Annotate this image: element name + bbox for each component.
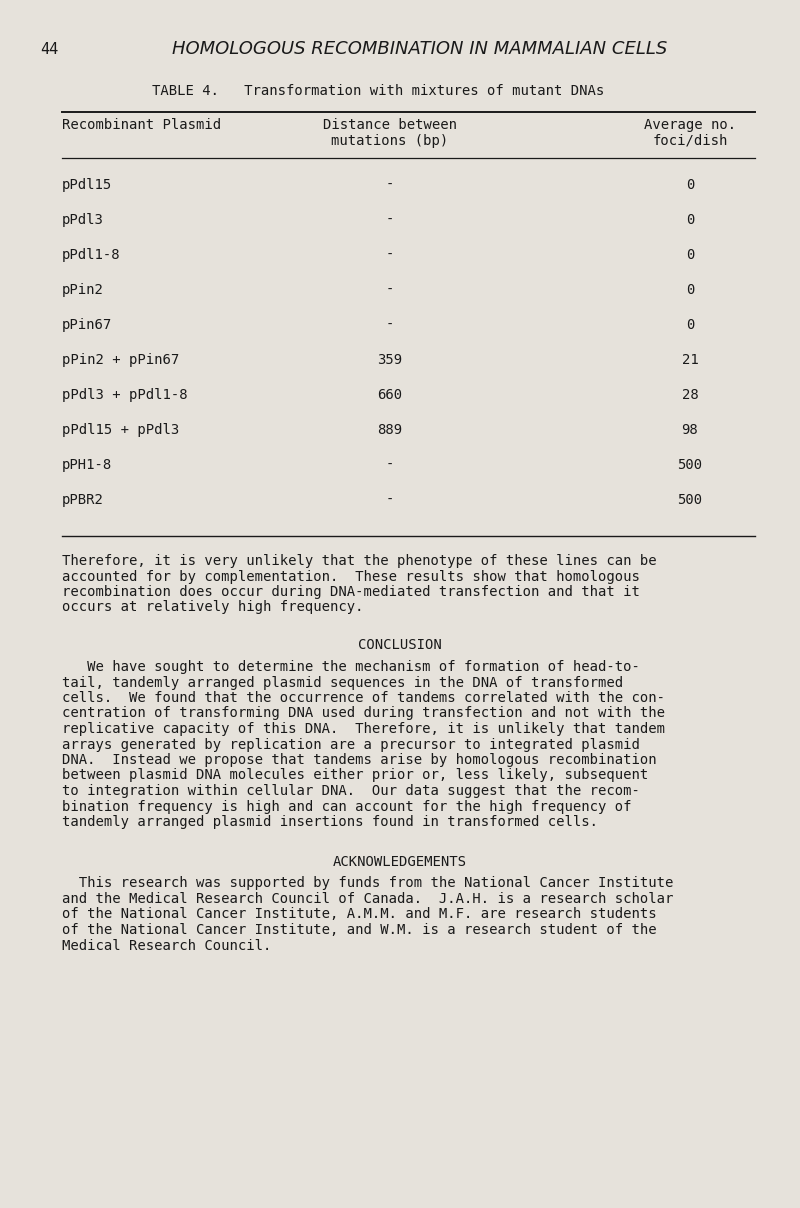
Text: pPin67: pPin67: [62, 318, 112, 332]
Text: -: -: [386, 458, 394, 472]
Text: to integration within cellular DNA.  Our data suggest that the recom-: to integration within cellular DNA. Our …: [62, 784, 640, 798]
Text: pPin2 + pPin67: pPin2 + pPin67: [62, 353, 179, 367]
Text: DNA.  Instead we propose that tandems arise by homologous recombination: DNA. Instead we propose that tandems ari…: [62, 753, 657, 767]
Text: This research was supported by funds from the National Cancer Institute: This research was supported by funds fro…: [62, 877, 674, 890]
Text: -: -: [386, 178, 394, 192]
Text: 500: 500: [678, 458, 702, 472]
Text: 98: 98: [682, 423, 698, 437]
Text: occurs at relatively high frequency.: occurs at relatively high frequency.: [62, 600, 363, 615]
Text: cells.  We found that the occurrence of tandems correlated with the con-: cells. We found that the occurrence of t…: [62, 691, 665, 705]
Text: of the National Cancer Institute, and W.M. is a research student of the: of the National Cancer Institute, and W.…: [62, 923, 657, 937]
Text: tail, tandemly arranged plasmid sequences in the DNA of transformed: tail, tandemly arranged plasmid sequence…: [62, 675, 623, 690]
Text: Distance between: Distance between: [323, 118, 457, 132]
Text: pPdl3: pPdl3: [62, 213, 104, 227]
Text: recombination does occur during DNA-mediated transfection and that it: recombination does occur during DNA-medi…: [62, 585, 640, 599]
Text: -: -: [386, 283, 394, 297]
Text: 660: 660: [378, 388, 402, 402]
Text: 359: 359: [378, 353, 402, 367]
Text: HOMOLOGOUS RECOMBINATION IN MAMMALIAN CELLS: HOMOLOGOUS RECOMBINATION IN MAMMALIAN CE…: [172, 40, 668, 58]
Text: of the National Cancer Institute, A.M.M. and M.F. are research students: of the National Cancer Institute, A.M.M.…: [62, 907, 657, 922]
Text: pPdl1-8: pPdl1-8: [62, 248, 121, 262]
Text: CONCLUSION: CONCLUSION: [358, 638, 442, 652]
Text: Average no.: Average no.: [644, 118, 736, 132]
Text: 889: 889: [378, 423, 402, 437]
Text: arrays generated by replication are a precursor to integrated plasmid: arrays generated by replication are a pr…: [62, 738, 640, 751]
Text: Therefore, it is very unlikely that the phenotype of these lines can be: Therefore, it is very unlikely that the …: [62, 554, 657, 568]
Text: -: -: [386, 248, 394, 262]
Text: tandemly arranged plasmid insertions found in transformed cells.: tandemly arranged plasmid insertions fou…: [62, 815, 598, 829]
Text: -: -: [386, 213, 394, 227]
Text: 28: 28: [682, 388, 698, 402]
Text: replicative capacity of this DNA.  Therefore, it is unlikely that tandem: replicative capacity of this DNA. Theref…: [62, 722, 665, 736]
Text: 0: 0: [686, 248, 694, 262]
Text: pPBR2: pPBR2: [62, 493, 104, 507]
Text: 500: 500: [678, 493, 702, 507]
Text: Medical Research Council.: Medical Research Council.: [62, 939, 271, 952]
Text: We have sought to determine the mechanism of formation of head-to-: We have sought to determine the mechanis…: [62, 660, 640, 674]
Text: 44: 44: [40, 42, 58, 57]
Text: TABLE 4.   Transformation with mixtures of mutant DNAs: TABLE 4. Transformation with mixtures of…: [152, 85, 604, 98]
Text: Recombinant Plasmid: Recombinant Plasmid: [62, 118, 221, 132]
Text: foci/dish: foci/dish: [652, 134, 728, 149]
Text: pPdl15 + pPdl3: pPdl15 + pPdl3: [62, 423, 179, 437]
Text: 0: 0: [686, 178, 694, 192]
Text: accounted for by complementation.  These results show that homologous: accounted for by complementation. These …: [62, 569, 640, 583]
Text: -: -: [386, 493, 394, 507]
Text: pPdl3 + pPdl1-8: pPdl3 + pPdl1-8: [62, 388, 188, 402]
Text: pPH1-8: pPH1-8: [62, 458, 112, 472]
Text: 0: 0: [686, 213, 694, 227]
Text: 0: 0: [686, 283, 694, 297]
Text: 21: 21: [682, 353, 698, 367]
Text: mutations (bp): mutations (bp): [331, 134, 449, 149]
Text: 0: 0: [686, 318, 694, 332]
Text: bination frequency is high and can account for the high frequency of: bination frequency is high and can accou…: [62, 800, 631, 813]
Text: centration of transforming DNA used during transfection and not with the: centration of transforming DNA used duri…: [62, 707, 665, 720]
Text: -: -: [386, 318, 394, 332]
Text: ACKNOWLEDGEMENTS: ACKNOWLEDGEMENTS: [333, 854, 467, 869]
Text: pPdl15: pPdl15: [62, 178, 112, 192]
Text: and the Medical Research Council of Canada.  J.A.H. is a research scholar: and the Medical Research Council of Cana…: [62, 892, 674, 906]
Text: pPin2: pPin2: [62, 283, 104, 297]
Text: between plasmid DNA molecules either prior or, less likely, subsequent: between plasmid DNA molecules either pri…: [62, 768, 648, 783]
